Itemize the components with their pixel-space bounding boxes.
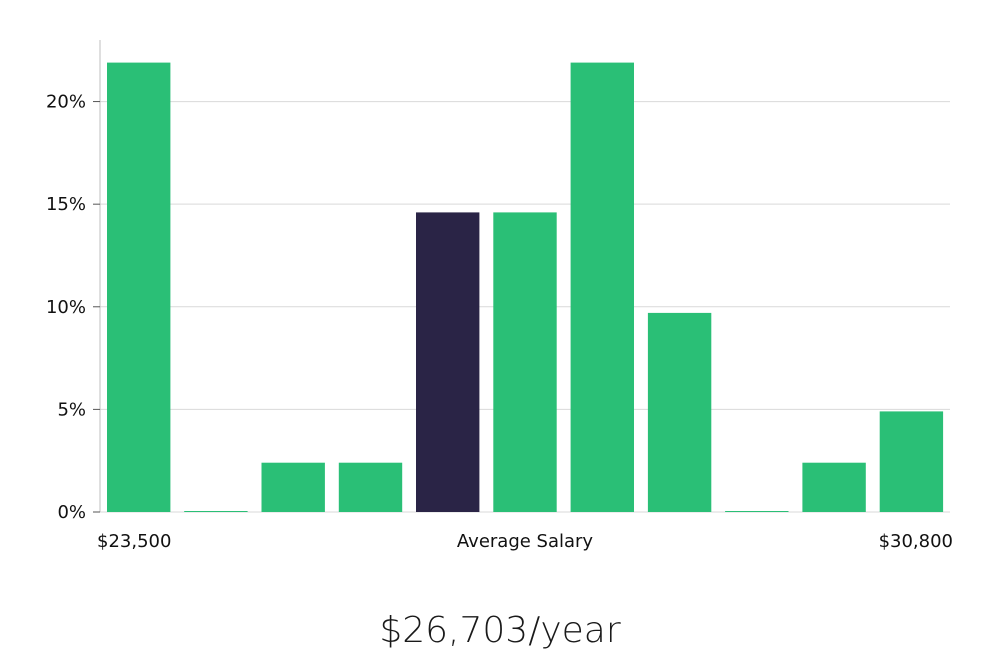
bar	[261, 462, 325, 512]
bar	[802, 462, 866, 512]
y-tick-label: 20%	[46, 92, 86, 113]
x-axis-title: Average Salary	[457, 531, 594, 552]
y-tick-label: 10%	[46, 297, 86, 318]
y-axis: 0% 5% 10% 15% 20%	[46, 40, 101, 523]
bar	[725, 511, 789, 512]
bar	[184, 511, 248, 512]
y-tick-label: 0%	[57, 502, 86, 523]
average-salary-value: $26,703/year	[379, 610, 621, 651]
salary-histogram: 0% 5% 10% 15% 20% $23,500 Average Salary $30…	[46, 40, 953, 552]
x-max-label: $30,800	[879, 531, 953, 552]
bars	[107, 62, 944, 512]
bar	[107, 62, 171, 512]
bar	[570, 62, 634, 512]
bar	[647, 312, 712, 512]
bar-highlight	[416, 212, 480, 512]
y-tick-label: 15%	[46, 194, 86, 215]
y-tick-label: 5%	[57, 399, 86, 420]
bar	[493, 212, 557, 512]
bar	[338, 462, 403, 512]
bar	[879, 411, 944, 512]
x-min-label: $23,500	[97, 531, 171, 552]
